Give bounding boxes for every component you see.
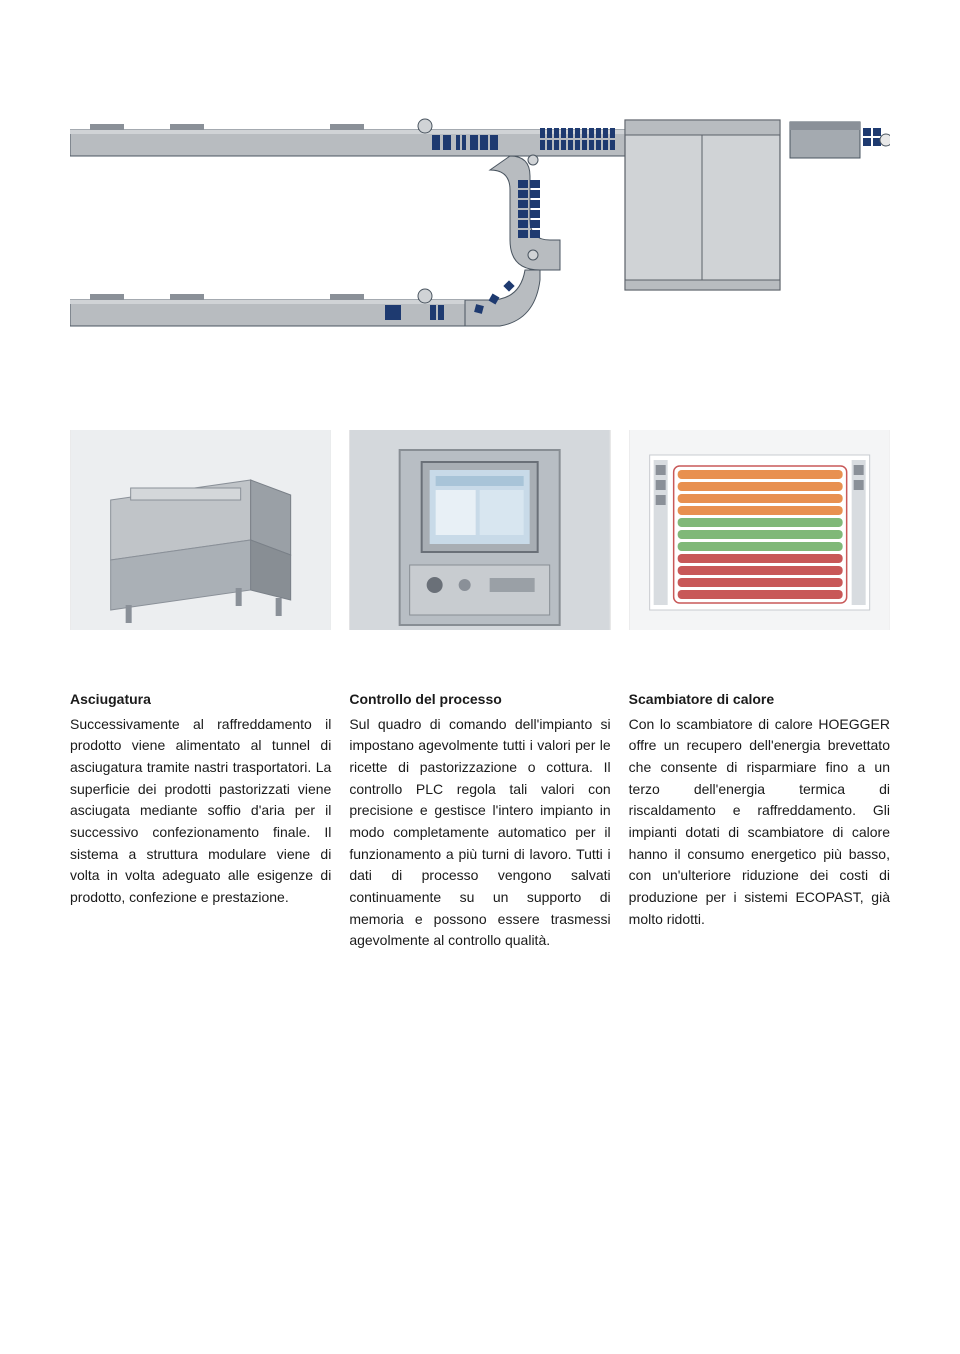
photo-control-panel <box>349 430 610 630</box>
heading-controllo: Controllo del processo <box>349 690 610 710</box>
column-asciugatura: Asciugatura Successivamente al raffredda… <box>70 690 331 952</box>
heading-scambiatore: Scambiatore di calore <box>629 690 890 710</box>
heading-asciugatura: Asciugatura <box>70 690 331 710</box>
text-columns: Asciugatura Successivamente al raffredda… <box>70 690 890 952</box>
process-diagram <box>70 70 890 380</box>
column-controllo: Controllo del processo Sul quadro di com… <box>349 690 610 952</box>
diagram-svg <box>70 70 890 380</box>
body-asciugatura: Successivamente al raffreddamento il pro… <box>70 714 331 909</box>
photo-drying-machine <box>70 430 331 630</box>
photo-heat-exchanger <box>629 430 890 630</box>
body-scambiatore: Con lo scambiatore di calore HOEGGER off… <box>629 714 890 931</box>
column-scambiatore: Scambiatore di calore Con lo scambiatore… <box>629 690 890 952</box>
photo-row <box>70 430 890 630</box>
body-controllo: Sul quadro di comando dell'impianto si i… <box>349 714 610 953</box>
